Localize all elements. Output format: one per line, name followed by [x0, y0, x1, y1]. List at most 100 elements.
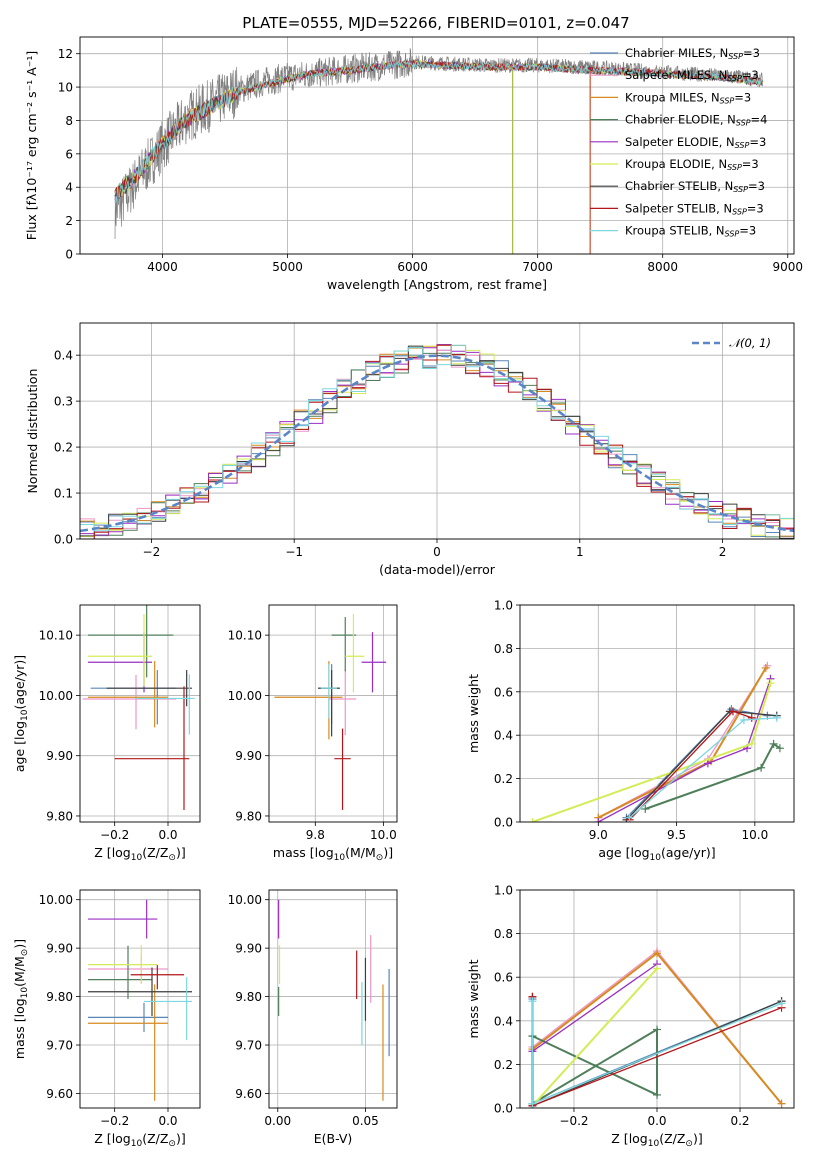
weight-marker [777, 1099, 786, 1108]
weight-marker [653, 964, 661, 973]
x-tick-label: 10.0 [370, 828, 397, 842]
y-tick-label: 10.00 [228, 689, 262, 703]
errorbar-point [274, 661, 343, 740]
y-tick-label: 0.2 [494, 772, 513, 786]
x-tick-label: 0 [433, 545, 441, 559]
x-axis-label: (data-model)/error [379, 562, 496, 577]
legend-label: Salpeter MILES, NSSP=3 [625, 68, 759, 83]
plot-area [278, 899, 390, 1101]
errorbar-point [88, 1002, 168, 1032]
panel-spectrum: 4000 5000 6000 7000 8000 9000 0 2 4 6 8 10 12 wavelen… [24, 36, 803, 292]
grid [80, 605, 200, 822]
x-tick-label: 8000 [647, 260, 678, 274]
grid [80, 890, 200, 1108]
plot-area [88, 899, 192, 1101]
weight-marker [761, 663, 770, 672]
legend-label: Chabrier STELIB, NSSP=3 [625, 179, 765, 194]
y-tick-label: 6 [65, 147, 73, 161]
plot-area [528, 947, 786, 1108]
y-tick-label: 10.10 [39, 629, 73, 643]
y-tick-label: 9.90 [235, 749, 262, 763]
errorbar-point [88, 605, 174, 678]
y-tick-label: 9.60 [46, 1087, 73, 1101]
legend-label: Salpeter ELODIE, NSSP=3 [625, 135, 766, 150]
panel-age-vs-mass: 9.8 10.0 9.80 9.90 10.00 10.10 mass [log10(M/M… [228, 604, 398, 863]
weight-marker [653, 949, 661, 958]
y-tick-label: 10.00 [228, 893, 262, 907]
axes-frame [268, 604, 398, 823]
errorbar-point [328, 668, 357, 736]
panel-residual-hist: −2 −1 0 1 2 0.0 0.1 0.2 0.3 0.4 (data-model)/error… [25, 322, 795, 577]
errorbar-point [88, 967, 192, 1016]
x-tick-label: 9.8 [306, 828, 325, 842]
y-tick-label: 0.6 [494, 971, 513, 985]
weight-marker [772, 713, 781, 722]
weight-marker [528, 997, 537, 1006]
plot-area [274, 614, 387, 810]
legend-label: Kroupa STELIB, NSSP=3 [625, 224, 756, 239]
x-tick-label: 0.05 [352, 1114, 379, 1128]
axes-frame [519, 889, 795, 1109]
errorbar-point [88, 632, 152, 693]
y-tick-label: 1.0 [494, 884, 513, 898]
weight-marker [775, 744, 784, 753]
x-tick-label: 1 [576, 545, 584, 559]
y-tick-label: 9.90 [46, 749, 73, 763]
x-tick-label: 0.0 [647, 1114, 666, 1128]
weight-series-line [531, 1027, 658, 1106]
y-tick-label: 0.0 [54, 533, 73, 547]
y-tick-label: 0 [65, 248, 73, 262]
x-axis-label: wavelength [Angstrom, rest frame] [327, 277, 547, 292]
y-tick-label: 9.80 [46, 809, 73, 823]
weight-marker [777, 999, 786, 1008]
panel-mass-vs-ebv: 0.00 0.05 9.60 9.70 9.80 9.90 10.00 E(B-V) [228, 889, 398, 1146]
errorbar-point [88, 661, 168, 728]
errorbar-point [88, 899, 158, 939]
errorbar-point [361, 632, 387, 693]
y-tick-label: 0.2 [54, 441, 73, 455]
weight-marker [653, 1025, 661, 1034]
weight-marker [747, 713, 756, 722]
x-tick-label: 4000 [147, 260, 178, 274]
y-tick-label: 0.8 [494, 642, 513, 656]
plot-area [82, 605, 195, 810]
y-tick-label: 9.70 [235, 1039, 262, 1053]
errorbar-point [331, 617, 357, 672]
errorbar-point [144, 977, 192, 1041]
weight-marker [594, 818, 603, 822]
x-tick-label: −0.2 [559, 1114, 588, 1128]
x-axis-label: mass [log10(M/M⊙)] [273, 845, 393, 863]
y-tick-label: 9.80 [235, 990, 262, 1004]
panel-weight-vs-age: 9.0 9.5 10.0 0.0 0.2 0.4 0.6 0.8 1.0 age [log10(a… [466, 599, 795, 863]
errorbar-point [136, 674, 195, 735]
y-axis-label: Normed distribution [25, 369, 40, 494]
y-tick-label: 0.1 [54, 487, 73, 501]
y-tick-label: 9.80 [46, 990, 73, 1004]
y-tick-label: 9.70 [46, 1039, 73, 1053]
weight-series-line [532, 963, 658, 1052]
y-tick-label: 9.80 [235, 809, 262, 823]
histogram-step-line [80, 344, 794, 539]
errorbar-point [88, 945, 152, 999]
x-tick-label: −1 [285, 545, 303, 559]
legend-label: 𝒩(0, 1) [729, 336, 771, 350]
weight-marker [641, 804, 650, 813]
y-tick-label: 10 [58, 81, 73, 95]
y-tick-label: 12 [58, 47, 73, 61]
weight-marker [528, 818, 537, 822]
x-tick-label: 7000 [522, 260, 553, 274]
y-axis-label: age [log10(age/yr)] [12, 655, 30, 772]
legend-label: Chabrier ELODIE, NSSP=4 [625, 113, 767, 128]
x-axis-label: Z [log10(Z/Z⊙)] [94, 1131, 185, 1149]
y-tick-label: 10.00 [39, 893, 73, 907]
legend-label: Kroupa MILES, NSSP=3 [625, 90, 751, 105]
x-axis-label: age [log10(age/yr)] [598, 845, 715, 863]
x-axis-label: Z [log10(Z/Z⊙)] [611, 1131, 702, 1149]
x-tick-label: 9.5 [667, 828, 686, 842]
weight-marker [625, 813, 634, 822]
weight-series-line [531, 967, 658, 1107]
y-tick-label: 9.90 [46, 942, 73, 956]
x-tick-label: −0.2 [100, 1114, 129, 1128]
weight-marker [653, 1090, 661, 1099]
legend-label: Chabrier MILES, NSSP=3 [625, 46, 760, 61]
